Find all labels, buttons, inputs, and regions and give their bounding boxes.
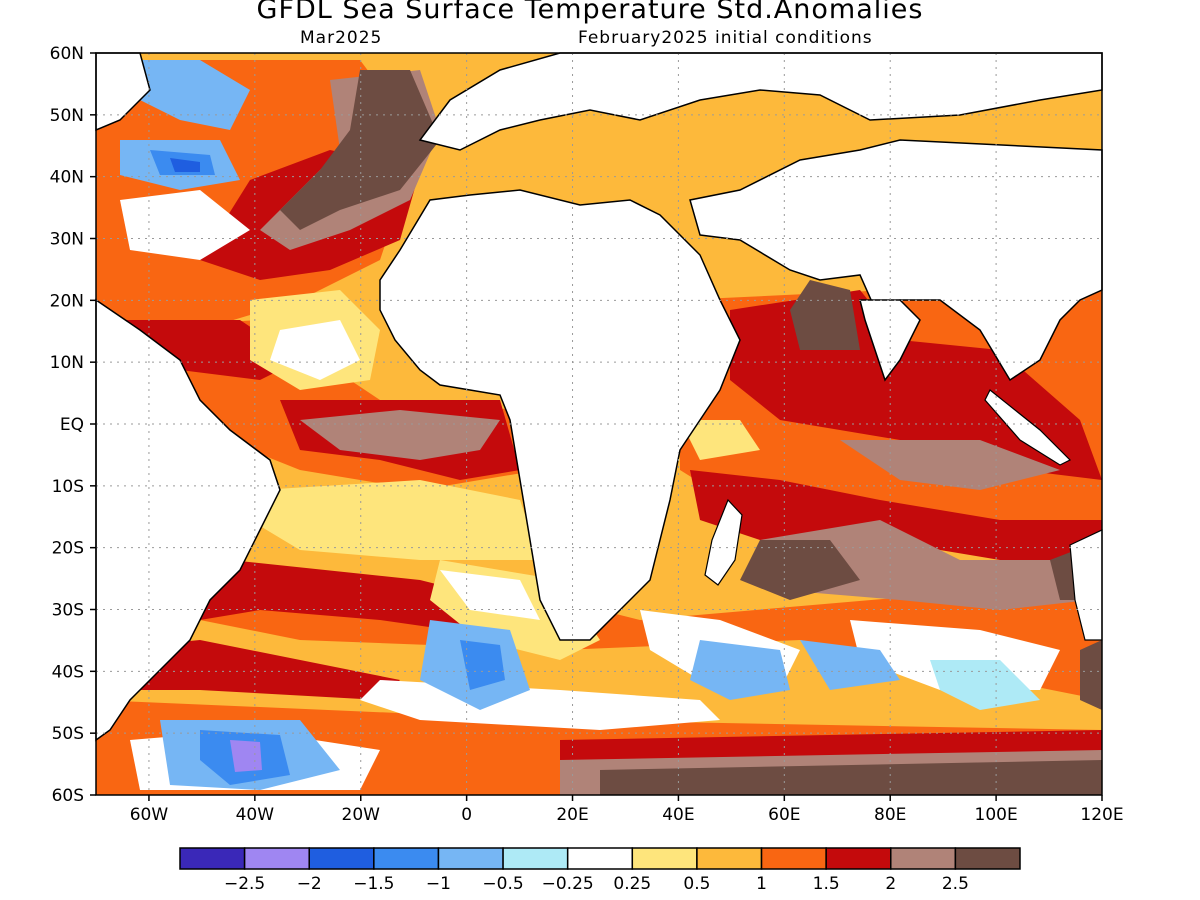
lon-label: 60E — [768, 805, 800, 825]
lon-label: 0 — [461, 805, 472, 825]
colorbar-label: −0.5 — [482, 874, 523, 894]
lon-label: 60W — [130, 805, 169, 825]
lat-label: 60S — [52, 786, 84, 806]
landmass-africa — [379, 189, 741, 641]
lon-label: 100E — [975, 805, 1018, 825]
colorbar-label: 0.5 — [683, 874, 710, 894]
anomaly-region — [170, 158, 200, 172]
lat-label: 10N — [50, 353, 84, 373]
land-layer — [95, 52, 1103, 742]
landmass-arabia-asia — [689, 139, 1103, 382]
gridlines — [96, 53, 1102, 795]
anomaly-region — [440, 570, 540, 620]
anomaly-region — [680, 420, 760, 460]
colorbar-swatch — [308, 847, 375, 870]
landmass-australia — [1069, 529, 1103, 641]
colorbar-swatch — [373, 847, 440, 870]
lat-label: 50N — [50, 106, 84, 126]
colorbar-label: 0.25 — [613, 874, 651, 894]
lon-label: 20W — [342, 805, 381, 825]
anomaly-region — [140, 60, 250, 130]
colorbar-swatch — [954, 847, 1021, 870]
landmass-sumatra — [984, 389, 1072, 466]
lat-label: 40N — [50, 168, 84, 188]
colorbar-swatch — [243, 847, 310, 870]
colorbar-swatch — [890, 847, 957, 870]
axis-ticks — [90, 52, 1103, 801]
lat-label: 20S — [52, 539, 84, 559]
lat-label: EQ — [60, 415, 84, 435]
colorbar-label: 1 — [756, 874, 767, 894]
anomaly-region — [600, 760, 1102, 795]
colorbar-swatch — [696, 847, 763, 870]
anomaly-region — [740, 540, 860, 600]
colorbar-label: 2.5 — [942, 874, 969, 894]
colorbar-swatch — [437, 847, 504, 870]
anomaly-region — [760, 520, 1090, 610]
anomaly-region — [790, 280, 860, 350]
lat-label: 60N — [50, 44, 84, 64]
landmass-madagascar — [704, 498, 743, 586]
colorbar-swatch — [631, 847, 698, 870]
anomaly-region — [460, 640, 505, 690]
forecast-month: Mar2025 — [300, 28, 383, 48]
anomaly-region — [280, 70, 440, 230]
landmass-europe — [418, 52, 1103, 151]
lat-label: 30S — [52, 601, 84, 621]
colorbar-label: −2.5 — [224, 874, 265, 894]
colorbar-label: −0.25 — [542, 874, 594, 894]
colorbar-swatch — [825, 847, 892, 870]
lon-label: 120E — [1080, 805, 1123, 825]
anomaly-region — [300, 410, 500, 460]
longitude-labels: 60W 40W 20W 0 20E 40E 60E 80E 100E 120E — [130, 805, 1124, 825]
colorbar-labels: −2.5 −2 −1.5 −1 −0.5 −0.25 0.25 0.5 1 1.5 2 2.5 — [224, 874, 969, 894]
landmass-south-america — [95, 298, 281, 742]
lon-label: 40W — [236, 805, 275, 825]
lat-label: 20N — [50, 291, 84, 311]
figure-title: GFDL Sea Surface Temperature Std.Anomali… — [256, 0, 924, 25]
lon-label: 40E — [662, 805, 694, 825]
colorbar-swatch — [179, 847, 246, 870]
colorbar — [179, 847, 1021, 870]
colorbar-swatch — [566, 847, 634, 870]
colorbar-label: 2 — [885, 874, 896, 894]
colorbar-label: −1 — [426, 874, 451, 894]
anomaly-region — [1080, 640, 1102, 710]
lon-label: 80E — [874, 805, 906, 825]
anomaly-region — [270, 320, 360, 380]
anomaly-region — [120, 190, 250, 260]
colorbar-label: −1.5 — [353, 874, 394, 894]
initial-conditions: February2025 initial conditions — [578, 28, 873, 48]
lon-label: 20E — [556, 805, 588, 825]
anomaly-region — [840, 440, 1060, 490]
anomaly-region — [250, 480, 540, 560]
colorbar-swatch — [502, 847, 569, 870]
lat-label: 40S — [52, 662, 84, 682]
lat-label: 30N — [50, 230, 84, 250]
anomaly-region — [230, 740, 262, 772]
lat-label: 10S — [52, 477, 84, 497]
colorbar-swatch — [760, 847, 827, 870]
anomaly-region — [690, 640, 790, 700]
anomaly-region — [930, 660, 1040, 710]
colorbar-label: −2 — [297, 874, 322, 894]
latitude-labels: 60N 50N 40N 30N 20N 10N EQ 10S 20S 30S 40S 50S 60S — [50, 44, 84, 806]
anomaly-region — [800, 640, 900, 690]
colorbar-label: 1.5 — [813, 874, 840, 894]
lat-label: 50S — [52, 724, 84, 744]
